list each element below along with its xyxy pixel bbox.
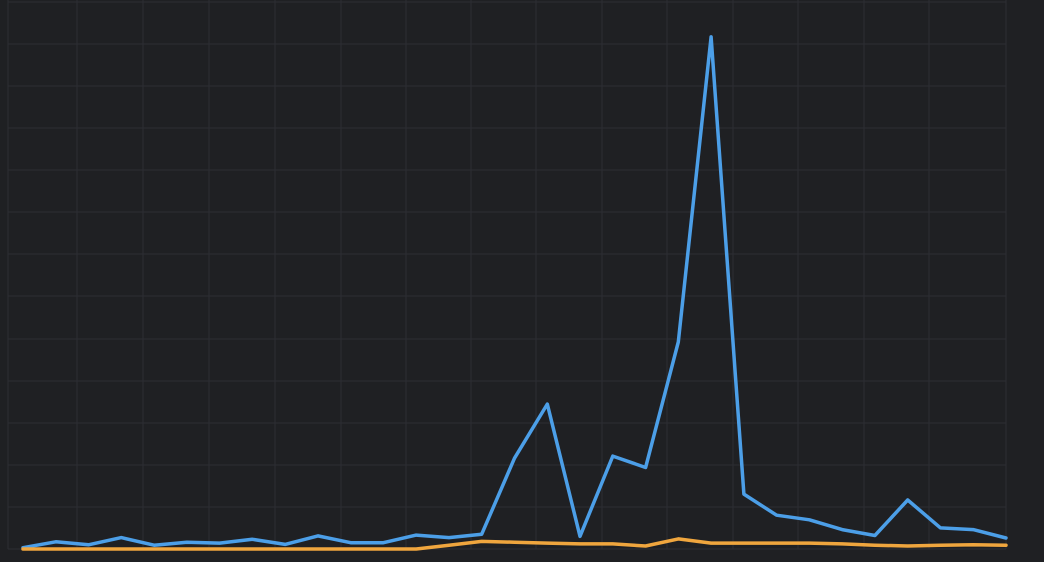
series-line-2: [21, 537, 1008, 551]
grid: [7, 0, 1007, 550]
series-group: [21, 35, 1008, 551]
series-line-1: [21, 35, 1008, 550]
